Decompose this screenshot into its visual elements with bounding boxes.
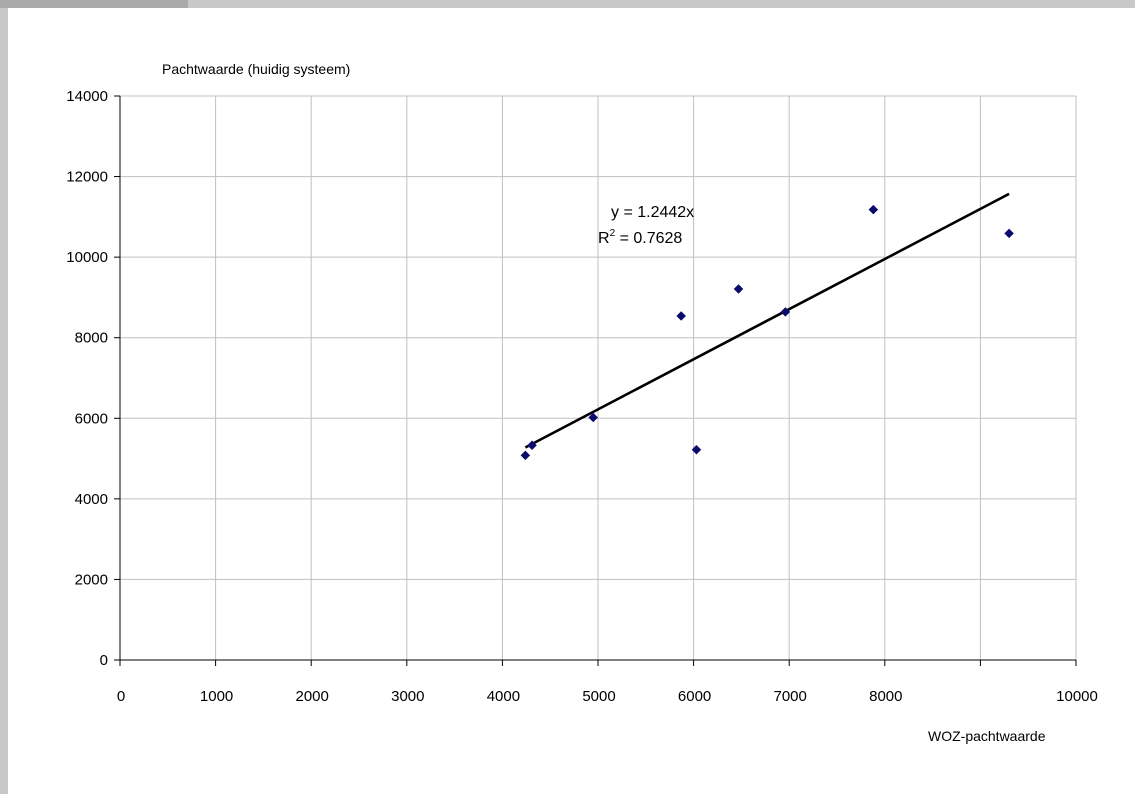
- data-point: [676, 311, 687, 321]
- window-frame-top-dark: [0, 0, 188, 8]
- y-tick-label: 10000: [66, 249, 108, 266]
- y-tick-label: 0: [100, 652, 108, 669]
- grid-lines: [120, 95, 1077, 660]
- data-point: [1004, 228, 1014, 239]
- r-squared-superscript: 2: [610, 228, 616, 239]
- x-tick-label: 10000: [1056, 688, 1098, 705]
- x-tick-label: 1000: [200, 688, 233, 705]
- window-frame-top: [188, 0, 1135, 8]
- r-squared-base: R: [598, 230, 610, 247]
- x-axis-title: WOZ-pachtwaarde: [928, 728, 1046, 744]
- x-tick-label: 2000: [296, 688, 329, 705]
- x-tick-label: 5000: [582, 688, 615, 705]
- trend-equation: y = 1.2442x: [611, 204, 694, 221]
- data-point: [868, 204, 879, 215]
- x-tick-label: 3000: [391, 688, 424, 705]
- y-tick-label: 12000: [66, 169, 108, 186]
- y-tick-label: 4000: [75, 491, 108, 508]
- data-point: [733, 284, 744, 294]
- x-tick-label: 8000: [869, 688, 902, 705]
- y-tick-label: 14000: [66, 88, 108, 105]
- y-tick-label: 6000: [75, 410, 108, 427]
- data-point: [520, 450, 531, 461]
- y-tick-label: 8000: [75, 330, 108, 347]
- y-axis-ticks: 0 2000 4000 6000 8000 10000 12000 14000: [66, 88, 120, 669]
- data-point: [588, 412, 599, 423]
- data-points: [520, 204, 1014, 461]
- trend-line: [524, 192, 1010, 449]
- x-tick-label: 4000: [487, 688, 520, 705]
- r-squared-value: = 0.7628: [615, 230, 682, 247]
- x-tick-label: 0: [117, 688, 125, 705]
- data-point: [691, 444, 702, 455]
- x-tick-label: 6000: [678, 688, 711, 705]
- x-tick-label: 7000: [774, 688, 807, 705]
- y-tick-label: 2000: [75, 571, 108, 588]
- data-point: [527, 440, 537, 451]
- r-squared-label: R2 = 0.7628: [598, 228, 682, 247]
- data-point: [780, 307, 791, 317]
- window-frame-left: [0, 8, 8, 794]
- x-axis-ticks: 0 1000 2000 3000 4000 5000 6000 7000 8000 10000: [117, 660, 1098, 705]
- y-axis-title: Pachtwaarde (huidig systeem): [162, 61, 350, 77]
